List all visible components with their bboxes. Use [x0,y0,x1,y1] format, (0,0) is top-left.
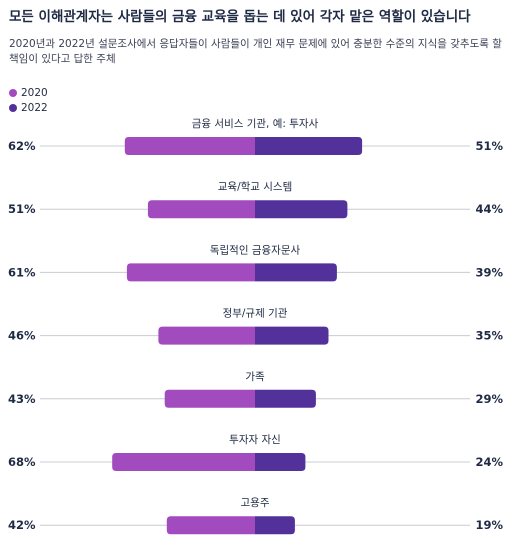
bar-2022 [255,453,306,471]
value-label-2022: 44% [475,202,503,216]
bar-2020 [166,516,255,535]
bar-2020 [158,326,255,345]
legend-swatch-2022 [9,103,17,112]
category-label: 투자자 자신 [229,434,281,446]
legend-item-2020: 2020 [9,85,48,100]
value-label-2020: 61% [8,265,36,279]
category-label: 금융 서비스 기관, 예: 투자사 [192,117,319,130]
value-label-2020: 42% [8,518,36,532]
value-label-2020: 43% [8,392,36,406]
value-label-2022: 35% [475,329,503,343]
bar-2020 [164,389,255,408]
legend-item-2022: 2022 [9,100,48,115]
bar-2022 [255,326,329,345]
category-label: 교육/학교 시스템 [218,181,293,193]
category-label: 독립적인 금융자문사 [210,243,301,256]
value-label-2022: 19% [475,518,503,532]
value-label-2022: 24% [475,455,503,469]
bar-2020 [147,200,255,219]
legend-label-2022: 2022 [21,101,48,114]
legend-label-2020: 2020 [21,86,48,99]
bar-2020 [126,263,256,282]
bar-2020 [124,137,255,155]
bar-2022 [255,516,295,535]
value-label-2020: 46% [8,329,36,343]
value-label-2022: 29% [475,392,503,406]
value-label-2022: 51% [475,139,503,153]
bar-2022 [255,263,337,282]
value-label-2020: 68% [8,455,36,469]
legend: 2020 2022 [9,85,48,115]
category-label: 고용주 [241,497,270,509]
value-label-2020: 51% [8,202,36,216]
chart-title: 모든 이해관계자는 사람들의 금융 교육을 돕는 데 있어 각자 맡은 역할이 … [9,9,471,25]
bar-2020 [112,453,255,471]
chart-subtitle: 2020년과 2022년 설문조사에서 응답자들이 사람들이 개인 재무 문제에… [9,38,502,65]
category-label: 가족 [245,371,265,383]
value-label-2020: 62% [8,139,36,153]
legend-swatch-2020 [9,88,17,97]
category-label: 정부/규제 기관 [223,308,288,320]
bar-2022 [255,389,316,408]
bar-2022 [255,137,363,155]
bar-2022 [255,200,348,219]
value-label-2022: 39% [475,265,503,279]
